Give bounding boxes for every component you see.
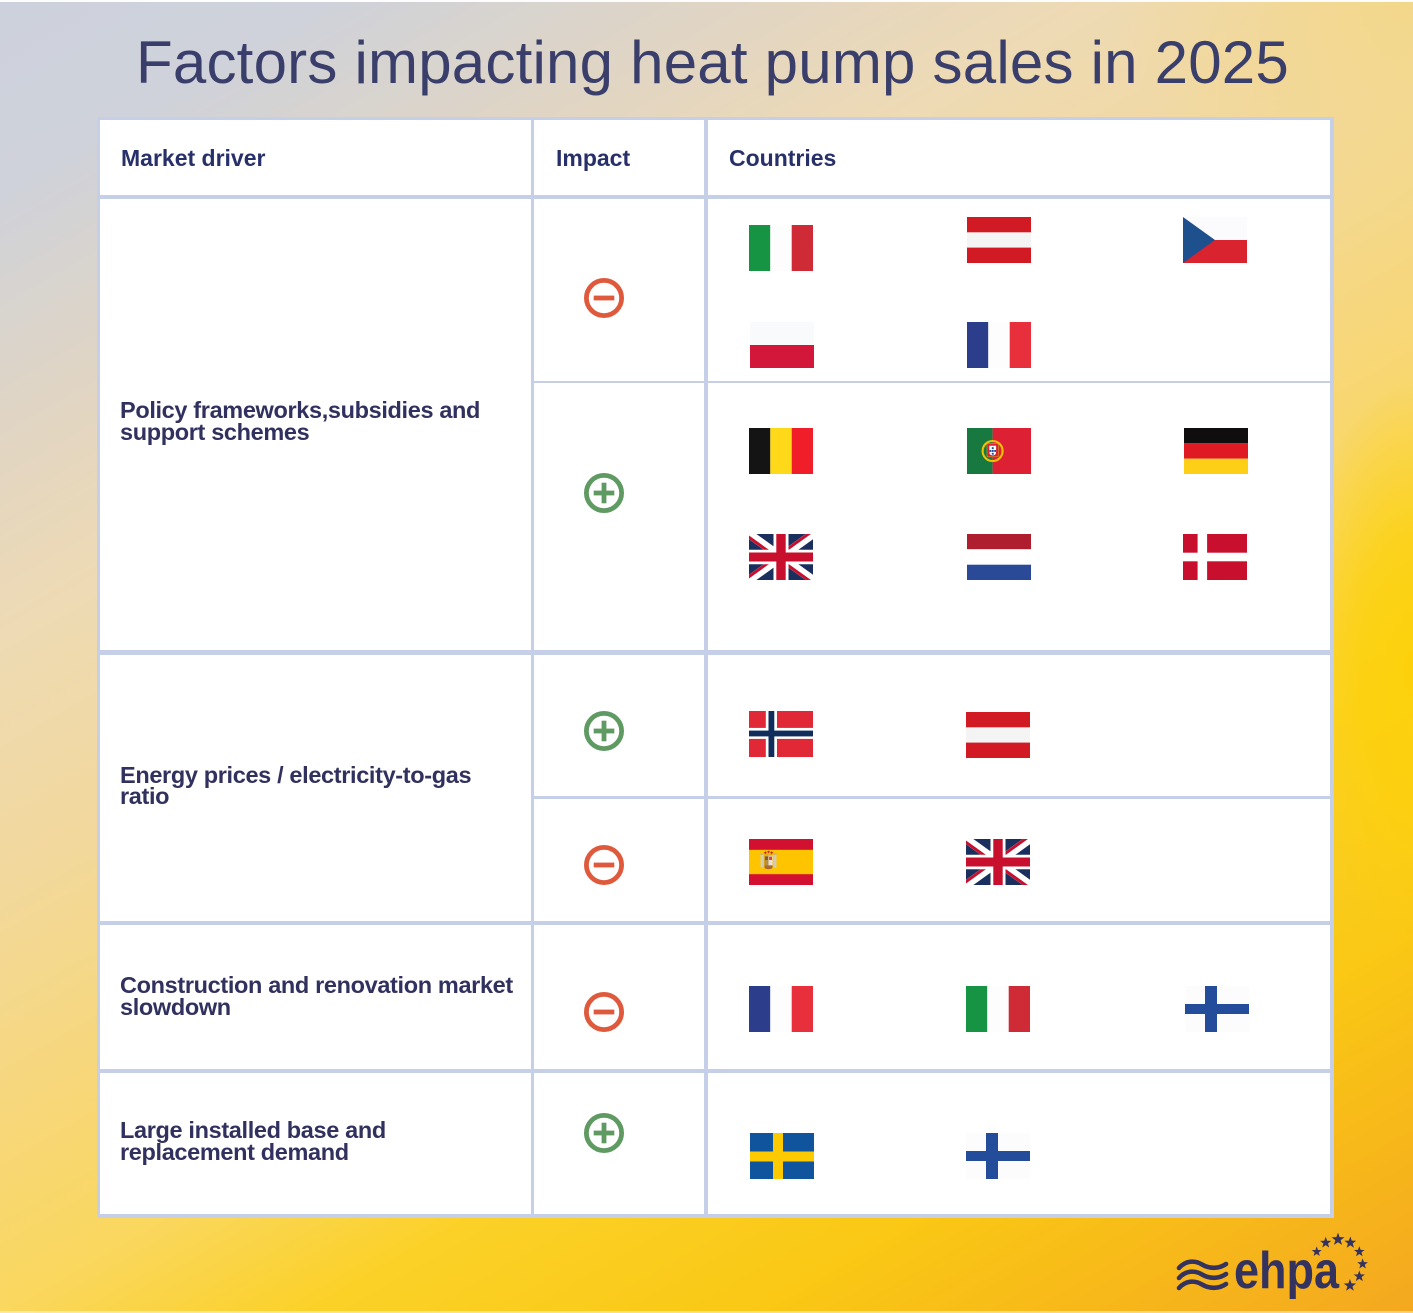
svg-text:ehpa: ehpa	[1234, 1242, 1340, 1300]
